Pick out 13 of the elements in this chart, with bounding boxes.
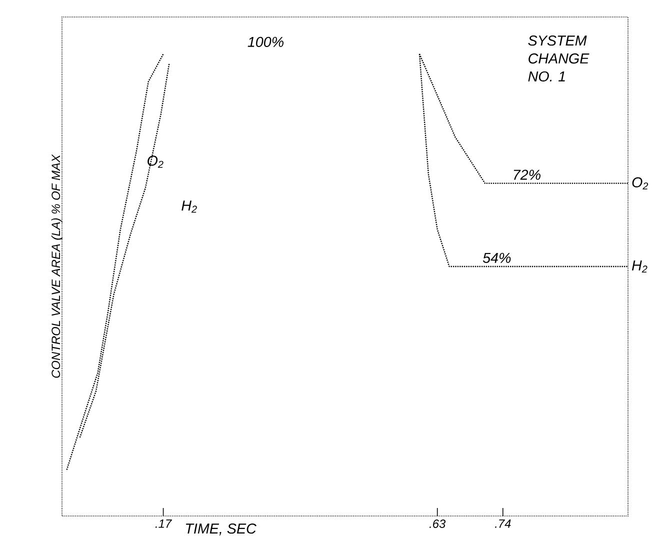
series-label: O$_{2}$ <box>632 177 648 190</box>
x-tick-label: .63 <box>430 520 446 528</box>
x-tick-label: .17 <box>155 520 172 528</box>
annotation: 54% <box>482 252 511 263</box>
x-tick-label: .74 <box>495 520 511 528</box>
annotation: O$_{2}$ <box>148 156 164 168</box>
annotation: 72% <box>514 170 540 180</box>
annotation: H$_{2}$ <box>182 200 197 213</box>
annotation: SYSTEM CHANGE NO. 1 <box>528 35 590 82</box>
y-axis-title: CONTROL VALVE AREA (LA) % OF MAX <box>51 154 62 378</box>
text: 100% <box>248 36 284 48</box>
series-label: H$_{2}$ <box>632 260 648 273</box>
x-axis-title: TIME, SEC <box>186 524 256 536</box>
